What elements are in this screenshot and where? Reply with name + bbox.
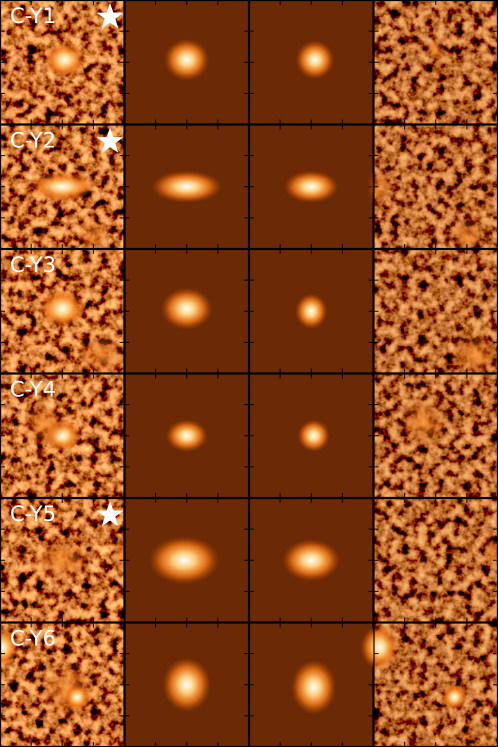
panel — [124, 248, 250, 374]
source — [30, 537, 95, 583]
panel — [373, 497, 498, 623]
panel — [248, 124, 374, 250]
source — [39, 289, 85, 328]
source — [164, 38, 210, 81]
source — [76, 332, 128, 378]
panel — [373, 373, 498, 499]
star-marker — [96, 3, 124, 29]
panel — [0, 497, 131, 623]
source — [64, 684, 90, 710]
source — [291, 660, 337, 715]
panel — [0, 622, 125, 747]
panel — [124, 0, 250, 125]
panel-border — [0, 497, 125, 623]
source — [21, 400, 66, 446]
source — [77, 217, 110, 256]
source — [449, 332, 498, 378]
source — [162, 657, 211, 712]
source — [426, 40, 446, 60]
source — [149, 536, 220, 585]
source — [441, 684, 468, 710]
panel-border — [124, 124, 250, 250]
row-label: C-Y2 — [10, 129, 56, 153]
panel — [124, 622, 250, 747]
row-label: C-Y4 — [10, 378, 56, 402]
panel — [124, 124, 250, 250]
source — [161, 287, 213, 330]
panel-border — [124, 248, 250, 374]
panel — [248, 248, 374, 374]
panel-border — [0, 0, 125, 125]
noise-texture — [373, 498, 498, 623]
panel — [248, 0, 374, 125]
source — [284, 170, 339, 203]
source — [165, 419, 208, 452]
source — [360, 625, 399, 670]
source — [366, 167, 393, 206]
source — [151, 170, 222, 203]
panel-border — [0, 124, 125, 250]
source — [0, 628, 19, 667]
source — [484, 538, 498, 571]
panel-border — [248, 373, 374, 499]
panel — [0, 124, 125, 256]
panel — [248, 373, 374, 499]
panel — [0, 248, 128, 378]
panel-border — [124, 373, 250, 499]
panel — [0, 0, 125, 125]
panel — [124, 373, 250, 499]
star-marker — [96, 127, 124, 153]
source — [295, 40, 335, 79]
panel — [360, 622, 498, 747]
panel — [0, 373, 125, 499]
panel-border — [0, 373, 125, 499]
panel-border — [248, 248, 374, 374]
panel-border — [124, 497, 250, 623]
panel — [373, 0, 498, 125]
source — [30, 172, 95, 202]
panel — [124, 497, 250, 623]
panel-border — [248, 0, 374, 125]
panel-border — [248, 497, 374, 623]
source — [297, 419, 330, 452]
panel — [248, 622, 374, 747]
noise-texture — [373, 0, 498, 125]
panel — [366, 124, 498, 256]
row-label: C-Y6 — [10, 627, 56, 651]
star-marker — [96, 501, 124, 527]
row-label: C-Y5 — [10, 502, 56, 526]
source — [282, 539, 341, 582]
row-label: C-Y1 — [10, 4, 56, 28]
panel — [373, 248, 498, 378]
row-label: C-Y3 — [10, 253, 56, 277]
source — [43, 42, 86, 78]
panel — [248, 497, 374, 623]
panel-border — [124, 0, 250, 125]
source — [450, 217, 483, 256]
source — [397, 397, 449, 449]
panel-border — [0, 248, 125, 374]
source — [295, 293, 328, 329]
